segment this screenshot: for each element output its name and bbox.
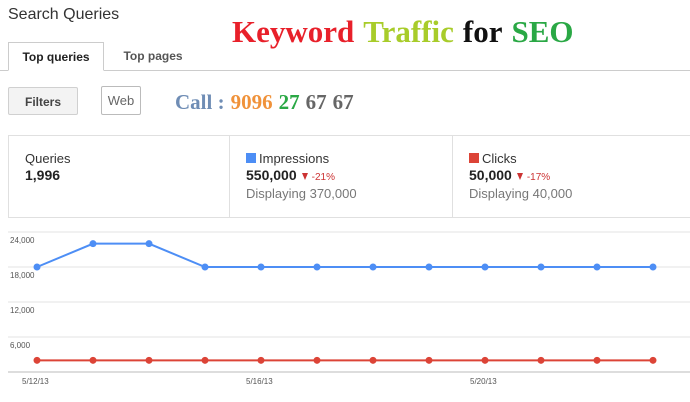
data-point [145,356,153,364]
stat-cell: Queries 1,996 [9,136,229,217]
word: 67 [332,90,354,114]
data-point [313,263,321,271]
data-point [649,263,657,271]
data-point [89,240,97,248]
data-point [649,356,657,364]
y-tick-label: 6,000 [10,341,31,350]
down-arrow [516,172,523,180]
word: Keyword [232,14,355,49]
data-point [481,263,489,271]
tab[interactable]: Top queries [8,42,104,71]
data-point [593,263,601,271]
y-tick-label: 18,000 [10,271,35,280]
stat-change: -17% [526,172,551,183]
data-point [257,356,265,364]
data-point [369,263,377,271]
x-tick-label: 5/20/13 [470,377,497,386]
data-point [33,356,41,364]
stat-value-row: 550,000 -21% [246,167,452,183]
data-point [89,356,97,364]
y-tick-label: 12,000 [10,306,35,315]
tab-divider [0,70,690,71]
data-point [33,263,41,271]
stat-cell: Clicks 50,000 -17% Displaying 40,000 [452,136,690,217]
stat-value: 550,000 [246,167,297,183]
word: 67 [305,90,327,114]
legend-swatch [469,153,479,163]
data-point [425,356,433,364]
stat-value-row: 50,000 -17% [469,167,690,183]
data-point [313,356,321,364]
data-point [593,356,601,364]
data-point [481,356,489,364]
stat-display: Displaying 370,000 [246,186,357,201]
data-point [537,263,545,271]
word: for [462,14,503,49]
word: SEO [511,14,574,49]
data-point [145,240,153,248]
word: Traffic [363,14,454,49]
data-point [201,356,209,364]
page-title: Search Queries [8,6,120,23]
stat-value-row: 1,996 [25,167,229,183]
x-tick-label: 5/12/13 [22,377,49,386]
stat-label-row: Impressions [246,151,452,166]
stats-panel: Queries 1,996 Impressions 550,000 -21% Displa… [8,135,690,218]
word: 9096 [230,90,273,114]
stat-label: Impressions [259,151,330,166]
stat-value: 1,996 [25,167,61,183]
word: 27 [278,90,300,114]
data-point [369,356,377,364]
series-line [36,242,653,268]
call-text: Call :9096 27 67 67 [175,90,360,115]
filters-button[interactable]: Filters [8,87,78,115]
data-point [201,263,209,271]
data-point [537,356,545,364]
down-arrow [301,172,308,180]
stat-label: Queries [25,151,71,166]
stat-label-row: Clicks [469,151,690,166]
web-button[interactable]: Web [101,86,141,115]
word: Call : [175,90,225,114]
stat-display: Displaying 40,000 [469,186,573,201]
y-tick-label: 24,000 [10,236,35,245]
data-point [425,263,433,271]
stat-change: -21% [311,172,335,183]
legend-swatch [246,153,256,163]
x-tick-label: 5/16/13 [246,377,273,386]
stat-cell: Impressions 550,000 -21% Displaying 370,000 [229,136,452,217]
stat-label: Clicks [482,151,517,166]
stat-value: 50,000 [469,167,512,183]
data-point [257,263,265,271]
overlay-title: Keyword Traffic for SEO [232,14,583,50]
tab[interactable]: Top pages [123,49,183,63]
stat-label-row: Queries [25,151,229,166]
